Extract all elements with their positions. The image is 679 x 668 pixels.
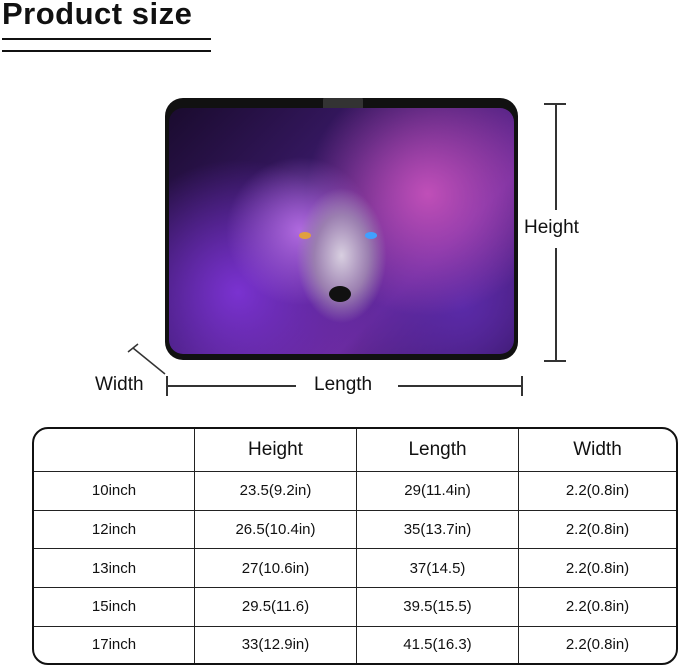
wolf-nose [329,286,351,302]
width-indicator-line [127,343,166,375]
length-cell: 35(13.7in) [357,510,519,550]
width-cell: 2.2(0.8in) [565,636,630,654]
height-line-bottom [555,248,557,360]
header-length: Length [357,429,519,472]
height-tick-bottom [544,360,566,362]
header-width: Width [519,429,676,472]
page-title: Product size [2,0,193,31]
size-cell: 10inch [34,472,195,511]
height-cell: 29.5(11.6) [195,587,357,627]
size-cell: 15inch [34,587,195,627]
size-cell: 17inch [34,626,195,663]
length-line-right [398,385,522,387]
wolf-print [169,108,514,354]
title-underline [2,38,211,40]
width-cell: 2.2(0.8in) [519,511,676,550]
width-cell: 2.2(0.8in) [519,549,676,588]
table-header-row: Height Length Width [34,429,676,472]
size-cell: 12inch [34,510,195,550]
height-cell: 26.5(10.4in) [195,510,357,550]
header-empty [34,429,195,472]
width-label: Width [95,374,144,395]
table-row: 10inch 23.5(9.2in) 29(11.4in) 2.2(0.8in) [34,472,676,511]
title-underline-2 [2,50,211,52]
height-label: Height [524,217,579,238]
height-cell: 33(12.9in) [195,626,357,663]
product-image [165,98,518,360]
size-table: Height Length Width 10inch 23.5(9.2in) 2… [32,427,678,665]
length-label: Length [314,374,373,395]
table-row: 17inch 33(12.9in) 41.5(16.3) 2.2(0.8in) [34,626,676,663]
height-cell: 23.5(9.2in) [195,472,357,511]
width-cell: 2.2(0.8in) [519,472,676,511]
length-cell: 29(11.4in) [357,472,519,511]
length-cell: 37(14.5) [357,549,519,588]
length-tick-right [521,376,523,396]
length-cell: 39.5(15.5) [357,587,519,627]
table-row: 15inch 29.5(11.6) 39.5(15.5) 2.2(0.8in) [34,587,676,627]
wolf-eye-left [299,232,311,239]
length-line-left [166,385,296,387]
height-line-top [555,103,557,210]
width-cell: 2.2(0.8in) [519,588,676,627]
table-row: 12inch 26.5(10.4in) 35(13.7in) 2.2(0.8in… [34,510,676,550]
wolf-eye-right [365,232,377,239]
size-cell: 13inch [34,549,195,588]
height-cell: 27(10.6in) [195,549,357,588]
header-height: Height [195,429,357,472]
length-cell: 41.5(16.3) [357,626,519,663]
table-row: 13inch 27(10.6in) 37(14.5) 2.2(0.8in) [34,549,676,588]
